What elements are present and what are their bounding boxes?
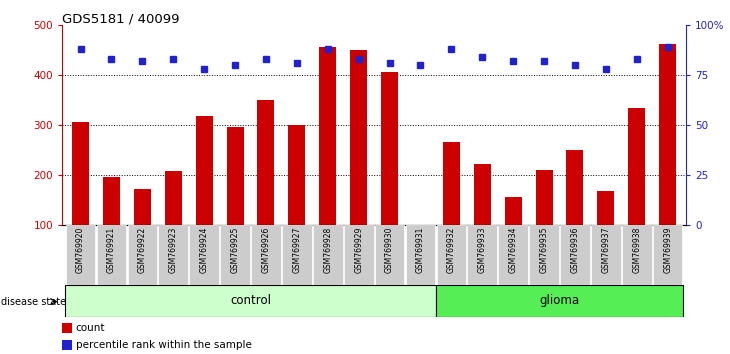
Text: GSM769925: GSM769925 — [231, 227, 239, 273]
Bar — [536, 170, 553, 275]
Text: GSM769926: GSM769926 — [261, 227, 271, 273]
FancyBboxPatch shape — [437, 225, 466, 285]
Text: count: count — [76, 323, 105, 333]
FancyBboxPatch shape — [591, 225, 620, 285]
Text: GSM769928: GSM769928 — [323, 227, 332, 273]
Bar — [226, 127, 244, 275]
Bar — [381, 72, 398, 275]
Bar — [629, 108, 645, 275]
Text: GDS5181 / 40099: GDS5181 / 40099 — [62, 12, 180, 25]
Text: GSM769922: GSM769922 — [138, 227, 147, 273]
FancyBboxPatch shape — [189, 225, 219, 285]
Text: GSM769934: GSM769934 — [509, 227, 518, 273]
Text: GSM769930: GSM769930 — [385, 227, 394, 273]
FancyBboxPatch shape — [158, 225, 188, 285]
FancyBboxPatch shape — [467, 225, 497, 285]
FancyBboxPatch shape — [560, 225, 590, 285]
FancyBboxPatch shape — [65, 285, 436, 317]
Text: disease state: disease state — [1, 297, 66, 307]
Bar — [350, 50, 367, 275]
FancyBboxPatch shape — [282, 225, 312, 285]
FancyBboxPatch shape — [653, 225, 683, 285]
Text: GSM769939: GSM769939 — [663, 227, 672, 273]
Bar — [62, 323, 72, 333]
Bar — [597, 191, 615, 275]
Text: GSM769933: GSM769933 — [477, 227, 487, 273]
Text: glioma: glioma — [539, 295, 580, 307]
Text: GSM769927: GSM769927 — [293, 227, 301, 273]
Bar — [72, 122, 89, 275]
FancyBboxPatch shape — [96, 225, 126, 285]
Bar — [134, 189, 151, 275]
FancyBboxPatch shape — [251, 225, 281, 285]
Bar — [288, 125, 305, 275]
Bar — [62, 340, 72, 350]
FancyBboxPatch shape — [499, 225, 528, 285]
Text: control: control — [230, 295, 271, 307]
Text: GSM769932: GSM769932 — [447, 227, 456, 273]
Bar — [196, 116, 212, 275]
FancyBboxPatch shape — [66, 225, 96, 285]
Text: GSM769923: GSM769923 — [169, 227, 178, 273]
FancyBboxPatch shape — [128, 225, 157, 285]
Bar — [566, 150, 583, 275]
Text: GSM769931: GSM769931 — [416, 227, 425, 273]
Bar — [258, 100, 274, 275]
Bar — [165, 171, 182, 275]
FancyBboxPatch shape — [436, 285, 683, 317]
Text: GSM769935: GSM769935 — [539, 227, 548, 273]
Bar — [319, 47, 337, 275]
FancyBboxPatch shape — [406, 225, 435, 285]
Text: GSM769921: GSM769921 — [107, 227, 116, 273]
FancyBboxPatch shape — [313, 225, 342, 285]
Bar — [504, 197, 522, 275]
Text: GSM769937: GSM769937 — [602, 227, 610, 273]
FancyBboxPatch shape — [374, 225, 404, 285]
Bar — [412, 225, 429, 275]
Text: GSM769938: GSM769938 — [632, 227, 641, 273]
FancyBboxPatch shape — [622, 225, 652, 285]
Bar — [659, 44, 676, 275]
Text: GSM769929: GSM769929 — [354, 227, 364, 273]
Text: percentile rank within the sample: percentile rank within the sample — [76, 340, 252, 350]
FancyBboxPatch shape — [220, 225, 250, 285]
Text: GSM769920: GSM769920 — [76, 227, 85, 273]
FancyBboxPatch shape — [344, 225, 374, 285]
FancyBboxPatch shape — [529, 225, 559, 285]
Text: GSM769924: GSM769924 — [200, 227, 209, 273]
Bar — [103, 177, 120, 275]
Bar — [474, 164, 491, 275]
Text: GSM769936: GSM769936 — [570, 227, 580, 273]
Bar — [443, 142, 460, 275]
